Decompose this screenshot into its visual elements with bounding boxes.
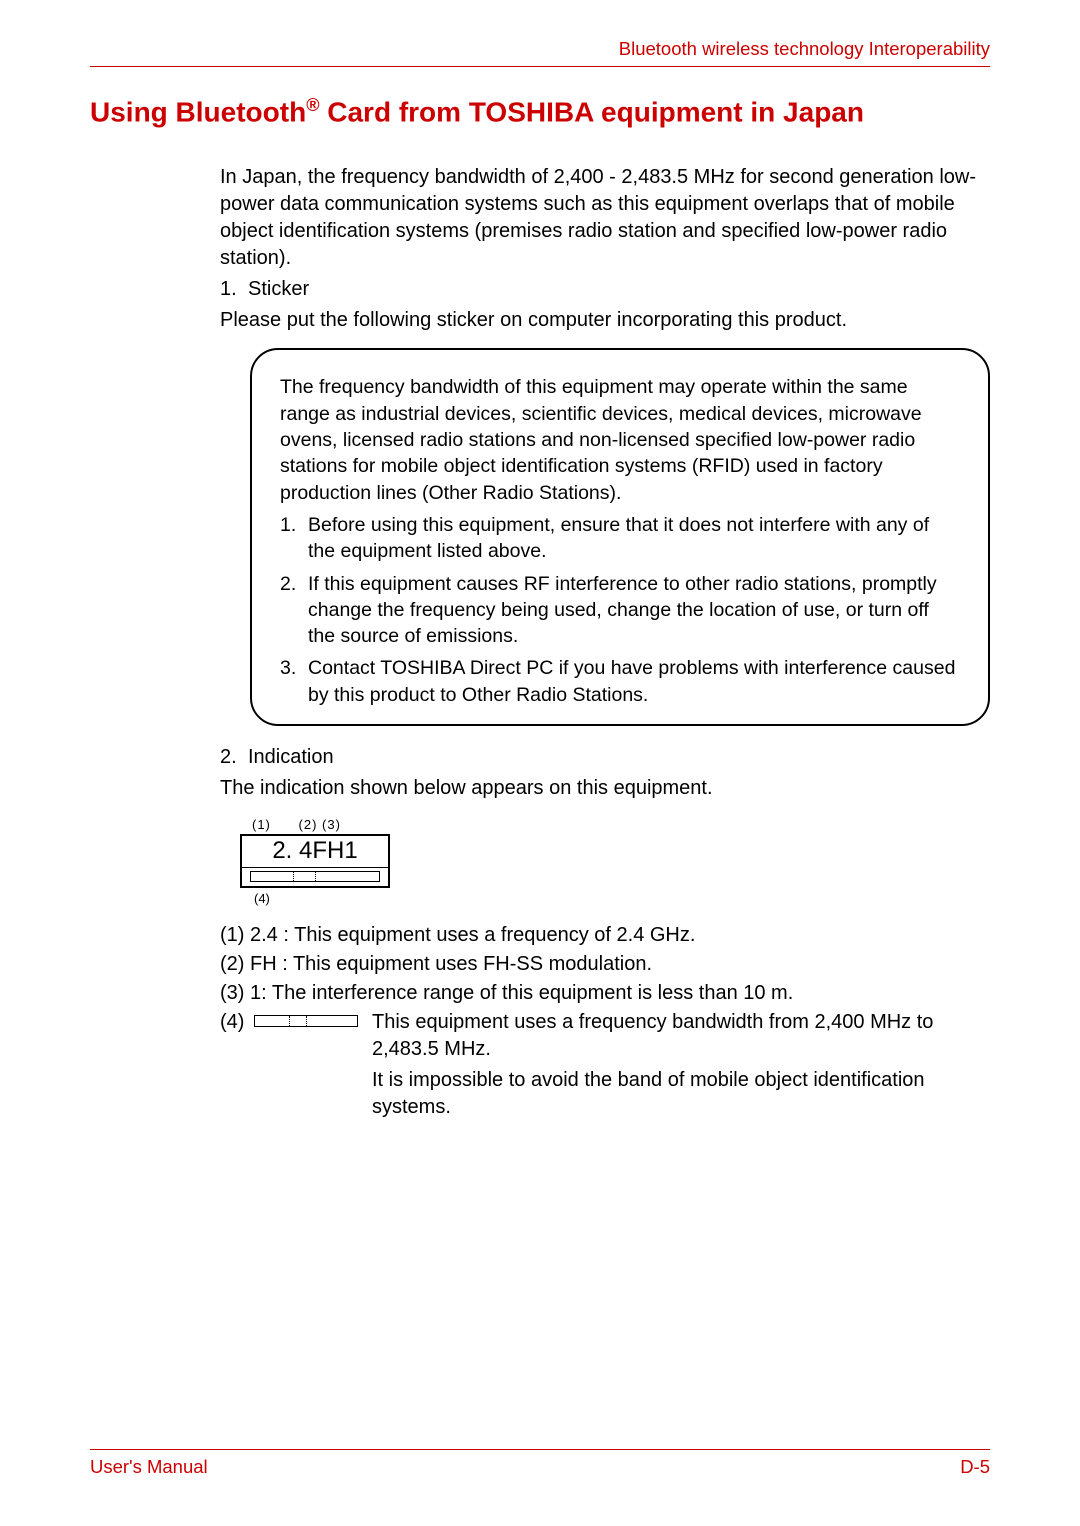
explanation-3: (3) 1: The interference range of this eq… (220, 980, 990, 1007)
section1-item: 1. Sticker (220, 276, 990, 303)
bar-tick (293, 872, 294, 881)
indication-figure: (1) (2) (3) 2. 4FH1 (4) (240, 816, 390, 907)
section2-text: The indication shown below appears on th… (220, 775, 990, 802)
sticker-li-3: 3. Contact TOSHIBA Direct PC if you have… (280, 655, 960, 708)
sticker-list: 1. Before using this equipment, ensure t… (280, 512, 960, 708)
bar-tick (315, 872, 316, 881)
sticker-li-text: Before using this equipment, ensure that… (308, 512, 960, 565)
title-pre: Using Bluetooth (90, 96, 306, 127)
title-post: Card from TOSHIBA equipment in Japan (319, 96, 864, 127)
page: Bluetooth wireless technology Interopera… (0, 0, 1080, 1526)
explanation-4-num: (4) (220, 1009, 254, 1036)
indication-top-labels: (1) (2) (3) (240, 816, 390, 834)
sticker-intro: The frequency bandwidth of this equipmen… (280, 374, 960, 506)
header-text: Bluetooth wireless technology Interopera… (90, 38, 990, 66)
explanation-4-text: This equipment uses a frequency bandwidt… (372, 1009, 990, 1121)
section1-label: Sticker (248, 276, 990, 303)
sticker-li-text: If this equipment causes RF interference… (308, 571, 960, 650)
footer-right: D-5 (960, 1456, 990, 1478)
section1-text: Please put the following sticker on comp… (220, 307, 990, 334)
sticker-li-text: Contact TOSHIBA Direct PC if you have pr… (308, 655, 960, 708)
page-title: Using Bluetooth® Card from TOSHIBA equip… (90, 95, 990, 128)
section2-item: 2. Indication (220, 744, 990, 771)
footer-left: User's Manual (90, 1456, 208, 1478)
sticker-li-1: 1. Before using this equipment, ensure t… (280, 512, 960, 565)
section1-num: 1. (220, 276, 248, 303)
sticker-li-num: 1. (280, 512, 308, 565)
bandwidth-bar-icon (254, 1015, 358, 1027)
sticker-box: The frequency bandwidth of this equipmen… (250, 348, 990, 726)
header-rule (90, 66, 990, 67)
section2-label: Indication (248, 744, 990, 771)
explanation-4-bar-icon (254, 1009, 358, 1027)
title-sup: ® (306, 95, 319, 115)
footer-rule (90, 1449, 990, 1450)
indication-bar (250, 871, 380, 882)
explanation-1: (1) 2.4 : This equipment uses a frequenc… (220, 922, 990, 949)
footer-row: User's Manual D-5 (90, 1456, 990, 1478)
sticker-li-2: 2. If this equipment causes RF interfere… (280, 571, 960, 650)
footer: User's Manual D-5 (90, 1449, 990, 1478)
body-content: In Japan, the frequency bandwidth of 2,4… (220, 164, 990, 1120)
explanation-4-line1: This equipment uses a frequency bandwidt… (372, 1009, 990, 1063)
section2-num: 2. (220, 744, 248, 771)
bar-tick (289, 1016, 290, 1026)
explanation-4-line2: It is impossible to avoid the band of mo… (372, 1067, 990, 1121)
indication-bottom-label: (4) (240, 890, 390, 908)
bar-tick (306, 1016, 307, 1026)
indication-main-text: 2. 4FH1 (242, 838, 388, 868)
explanation-4: (4) This equipment uses a frequency band… (220, 1009, 990, 1121)
intro-paragraph: In Japan, the frequency bandwidth of 2,4… (220, 164, 990, 272)
sticker-li-num: 2. (280, 571, 308, 650)
sticker-li-num: 3. (280, 655, 308, 708)
indication-main-box: 2. 4FH1 (240, 834, 390, 888)
explanation-2: (2) FH : This equipment uses FH-SS modul… (220, 951, 990, 978)
indication-bar-wrap (242, 871, 388, 882)
